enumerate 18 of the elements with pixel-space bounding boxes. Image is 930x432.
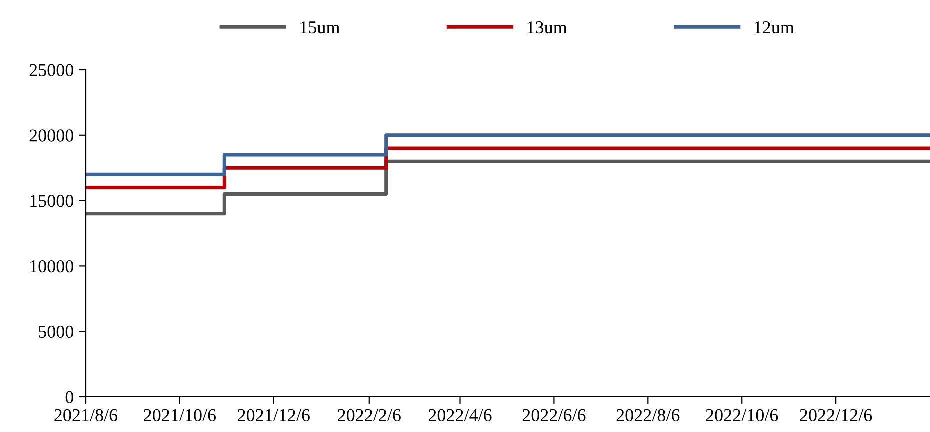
- y-tick-label: 5000: [39, 326, 74, 338]
- y-tick-label: 15000: [30, 195, 74, 208]
- x-tick-label: 2022/8/6: [616, 409, 680, 422]
- x-tick-label: 2022/10/6: [706, 409, 778, 422]
- x-tick-label: 2021/12/6: [238, 409, 310, 422]
- y-tick-label: 0: [66, 391, 74, 404]
- x-tick-label: 2022/2/6: [338, 409, 401, 422]
- x-tick-label: 2022/4/6: [428, 409, 492, 422]
- x-tick-label: 2022/6/6: [522, 409, 586, 422]
- x-tick-label: 2021/8/6: [54, 409, 118, 422]
- y-tick-label: 25000: [30, 64, 74, 76]
- legend-label: 15um: [300, 22, 340, 34]
- x-tick-label: 2022/12/6: [800, 409, 872, 422]
- y-tick-label: 20000: [30, 130, 74, 142]
- legend-label: 12um: [754, 22, 794, 34]
- x-tick-label: 2021/10/6: [144, 409, 216, 422]
- y-tick-label: 10000: [30, 260, 74, 273]
- legend-label: 13um: [528, 22, 568, 34]
